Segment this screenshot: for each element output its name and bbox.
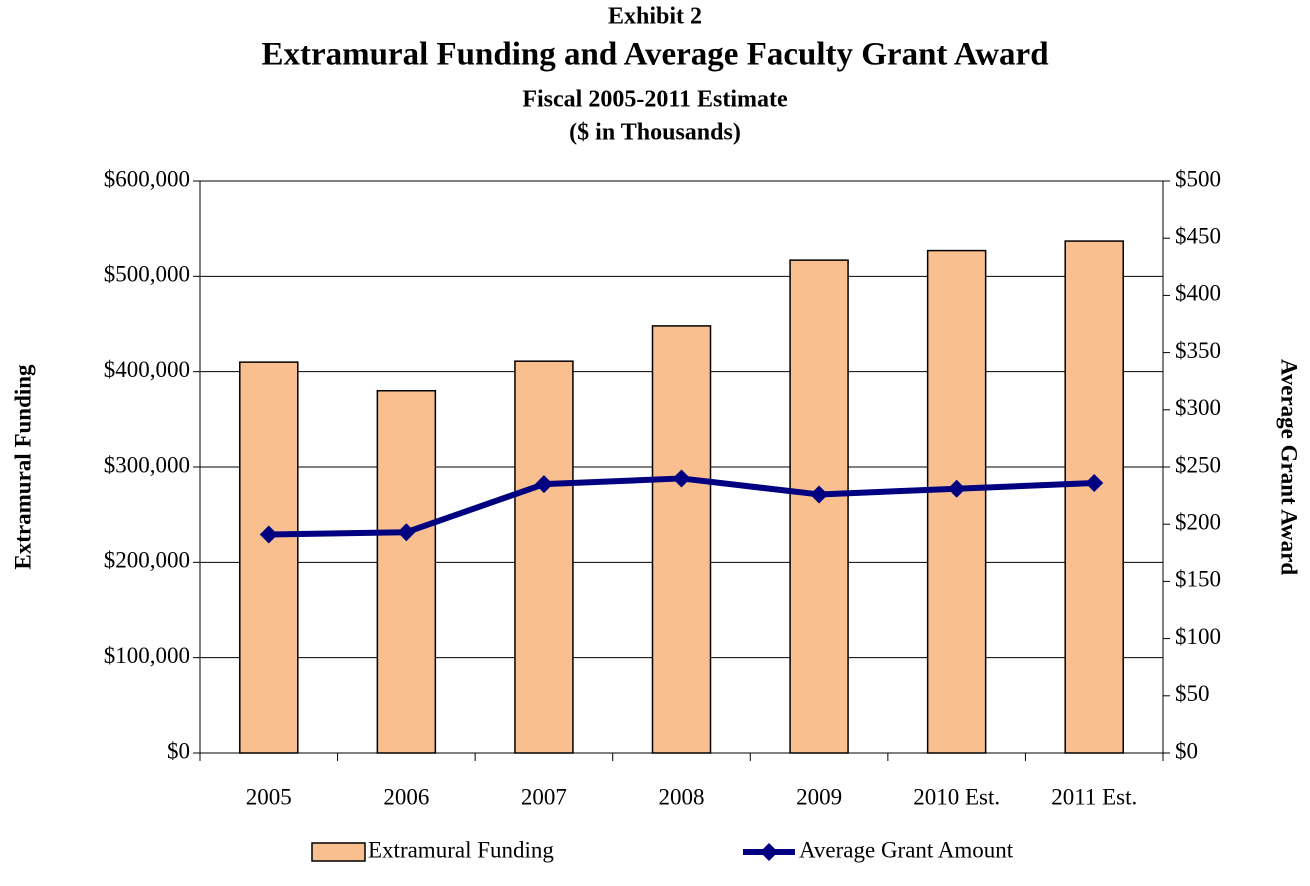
y-axis-label: Extramural Funding (10, 364, 35, 570)
marker (397, 523, 416, 542)
legend-label: Average Grant Amount (799, 837, 1014, 862)
y-tick-label: $0 (167, 738, 190, 763)
legend-swatch (760, 843, 778, 861)
y2-tick-label: $450 (1175, 223, 1221, 248)
bar (1064, 240, 1124, 754)
y-tick-label: $200,000 (104, 548, 190, 573)
y2-tick-label: $100 (1175, 624, 1221, 649)
chart-subtitle: Fiscal 2005-2011 Estimate (522, 87, 788, 113)
y2-tick-label: $300 (1175, 395, 1221, 420)
legend-swatch (311, 842, 366, 862)
x-tick-label: 2007 (521, 784, 567, 809)
y-tick-label: $600,000 (104, 166, 190, 191)
x-tick-label: 2009 (796, 784, 842, 809)
y-tick-label: $400,000 (104, 357, 190, 382)
x-tick-label: 2011 Est. (1051, 784, 1137, 809)
y2-tick-label: $400 (1175, 281, 1221, 306)
marker (1085, 474, 1104, 493)
marker (534, 475, 553, 494)
x-tick-label: 2010 Est. (913, 784, 1000, 809)
y2-tick-label: $150 (1175, 567, 1221, 592)
chart-title: Exhibit 2 (608, 4, 702, 30)
bar (651, 325, 712, 754)
y-tick-label: $300,000 (104, 452, 190, 477)
chart-subtitle: ($ in Thousands) (569, 120, 741, 146)
bar (239, 361, 299, 754)
marker (672, 469, 691, 488)
y2-tick-label: $500 (1175, 166, 1221, 191)
y-tick-label: $100,000 (104, 643, 190, 668)
y2-tick-label: $350 (1175, 338, 1221, 363)
x-tick-label: 2005 (246, 784, 292, 809)
marker (259, 525, 278, 544)
y2-tick-label: $0 (1175, 738, 1198, 763)
y2-tick-label: $250 (1175, 452, 1221, 477)
y2-axis-label: Average Grant Award (1277, 359, 1302, 576)
y-tick-label: $500,000 (104, 262, 190, 287)
x-tick-label: 2006 (383, 784, 429, 809)
bar (376, 389, 437, 754)
chart-subtitle: Extramural Funding and Average Faculty G… (261, 37, 1048, 73)
bar (926, 249, 987, 754)
x-tick-label: 2008 (659, 784, 705, 809)
y2-tick-label: $200 (1175, 509, 1221, 534)
marker (947, 479, 966, 498)
y2-tick-label: $50 (1175, 681, 1210, 706)
marker (810, 485, 829, 504)
legend-label: Extramural Funding (368, 837, 554, 862)
bar (789, 259, 849, 754)
bar (514, 360, 574, 754)
